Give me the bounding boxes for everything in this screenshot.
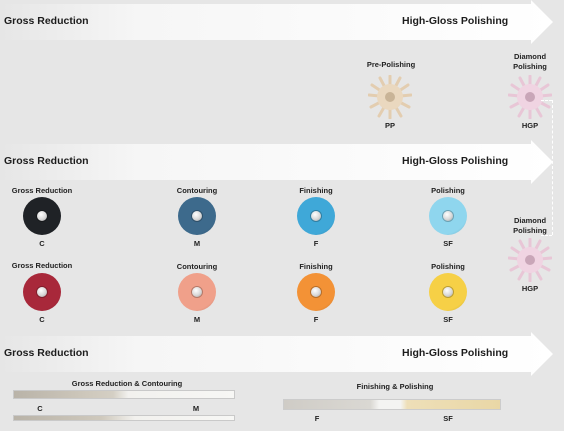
disc-row1-grade-1: C xyxy=(39,239,45,248)
disc-row1-label-3: Finishing xyxy=(299,186,333,195)
strip-right-grade-f: F xyxy=(314,414,320,423)
disc-row2-grade-1: C xyxy=(39,315,45,324)
disc-medium-blue xyxy=(178,197,216,235)
progress-arrow-bottom: Gross Reduction High-Gloss Polishing xyxy=(0,332,564,378)
disc-row1-grade-4: SF xyxy=(443,239,453,248)
disc-fine-blue xyxy=(297,197,335,235)
disc-row2-grade-4: SF xyxy=(443,315,453,324)
disc-coarse-black xyxy=(23,197,61,235)
diamond-polishing-label-middle: Diamond Polishing xyxy=(513,216,547,235)
disc-row1-grade-3: F xyxy=(313,239,319,248)
progress-arrow-top: Gross Reduction High-Gloss Polishing xyxy=(0,0,564,46)
strip-fine-superfine xyxy=(283,399,501,410)
disc-row1-label-4: Polishing xyxy=(431,186,465,195)
arrow-right-label: High-Gloss Polishing xyxy=(402,15,509,27)
diamond-polishing-brush-image xyxy=(507,74,553,120)
diamond-polishing-grade-top: HGP xyxy=(521,121,539,130)
pre-polishing-brush-image xyxy=(367,74,413,120)
strip-right-label: Finishing & Polishing xyxy=(356,382,434,391)
strip-coarse-medium-1 xyxy=(13,390,235,399)
disc-fine-orange xyxy=(297,273,335,311)
strip-left-grade-c: C xyxy=(37,404,43,413)
disc-row1-grade-2: M xyxy=(193,239,201,248)
strip-left-grade-m: M xyxy=(192,404,200,413)
strip-panel: Gross Reduction High-Gloss Polishing Gro… xyxy=(0,332,564,431)
disc-row2-label-2: Contouring xyxy=(176,262,218,271)
diamond-connector-tick-top xyxy=(541,100,552,101)
pre-polishing-grade: PP xyxy=(384,121,395,130)
disc-medium-salmon xyxy=(178,273,216,311)
progress-arrow-middle: Gross Reduction High-Gloss Polishing xyxy=(0,140,564,186)
diamond-connector-tick-bottom xyxy=(541,235,552,236)
diamond-polishing-grade-middle: HGP xyxy=(521,284,539,293)
arrow-left-label: Gross Reduction xyxy=(4,155,89,167)
pre-polishing-label: Pre-Polishing xyxy=(366,60,416,69)
strip-right-grade-sf: SF xyxy=(443,414,453,423)
arrow-right-label: High-Gloss Polishing xyxy=(402,347,509,359)
disc-row2-label-4: Polishing xyxy=(431,262,465,271)
diamond-polishing-label-top: Diamond Polishing xyxy=(513,52,547,71)
disc-row2-grade-2: M xyxy=(193,315,201,324)
strip-coarse-medium-2 xyxy=(13,415,235,421)
diamond-connector-line xyxy=(552,100,553,235)
disc-row1-label-1: Gross Reduction xyxy=(11,186,73,195)
strip-left-label: Gross Reduction & Contouring xyxy=(71,379,183,388)
diamond-polishing-brush-image-middle xyxy=(507,237,553,283)
top-panel: Gross Reduction High-Gloss Polishing Pre… xyxy=(0,0,564,140)
disc-row2-label-1: Gross Reduction xyxy=(11,261,73,270)
disc-row1-label-2: Contouring xyxy=(176,186,218,195)
disc-row2-label-3: Finishing xyxy=(299,262,333,271)
disc-row2-grade-3: F xyxy=(313,315,319,324)
disc-superfine-lightblue xyxy=(429,197,467,235)
arrow-left-label: Gross Reduction xyxy=(4,347,89,359)
arrow-left-label: Gross Reduction xyxy=(4,15,89,27)
disc-panel: Gross Reduction High-Gloss Polishing Gro… xyxy=(0,140,564,332)
disc-coarse-red xyxy=(23,273,61,311)
disc-superfine-yellow xyxy=(429,273,467,311)
arrow-right-label: High-Gloss Polishing xyxy=(402,155,509,167)
